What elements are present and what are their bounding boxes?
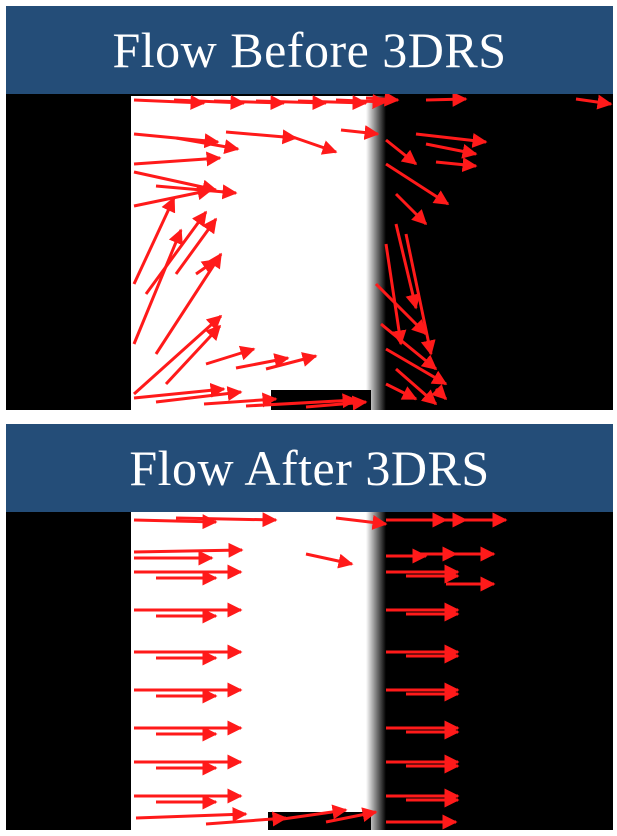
flow-arrow — [385, 138, 418, 166]
flow-arrow — [135, 806, 248, 822]
flow-arrow — [133, 151, 222, 167]
flow-arrow — [384, 243, 407, 346]
flow-arrow — [203, 392, 278, 408]
flow-arrow — [175, 512, 278, 528]
flow-arrow — [325, 807, 378, 824]
flow-arrow — [305, 552, 354, 569]
white-object — [131, 512, 371, 830]
panel-flow-after: Flow After 3DRS — [6, 424, 613, 830]
flow-arrow — [297, 95, 368, 111]
flow-arrow — [132, 228, 183, 345]
flow-arrow — [305, 395, 368, 410]
object-edge-blur — [366, 96, 386, 410]
flow-arrow — [431, 384, 448, 401]
flow-arrow — [340, 125, 380, 141]
flow-arrow — [205, 811, 288, 827]
flow-arrow — [195, 258, 218, 276]
flow-arrow — [235, 353, 290, 370]
object-edge-blur — [366, 512, 386, 830]
panel-title-after: Flow After 3DRS — [6, 424, 613, 512]
flow-arrow — [275, 804, 348, 822]
flow-arrow — [133, 382, 226, 400]
flow-arrow — [425, 94, 468, 107]
flow-arrow — [174, 217, 218, 275]
flow-arrow — [132, 196, 176, 285]
flow-arrow — [385, 382, 418, 401]
flow-arrow — [205, 345, 256, 366]
flow-arrow — [394, 223, 421, 310]
flow-arrow — [385, 162, 450, 206]
flow-arrow — [245, 393, 358, 409]
flow-arrow — [335, 94, 388, 109]
flow-arrow — [425, 142, 478, 159]
flow-arrow — [575, 94, 613, 110]
flow-arrow — [415, 132, 488, 148]
flow-arrow — [144, 210, 208, 295]
flow-arrow — [385, 347, 448, 386]
flow-arrows-after — [133, 512, 508, 830]
flow-arrow — [265, 352, 318, 371]
flow-field-after-svg — [6, 512, 613, 830]
flow-arrow — [365, 94, 400, 107]
flow-arrow — [283, 132, 338, 155]
panel-flow-before: Flow Before 3DRS — [6, 6, 613, 410]
flow-field-before-svg — [6, 94, 613, 410]
flow-arrow — [155, 184, 238, 200]
panel-title-before: Flow Before 3DRS — [6, 6, 613, 94]
flow-arrow — [225, 129, 298, 145]
flow-arrow — [394, 192, 428, 226]
flow-arrow — [155, 386, 243, 404]
flow-arrow — [380, 322, 438, 371]
flow-arrow — [435, 157, 478, 173]
flow-arrow — [335, 514, 388, 530]
flow-arrow — [164, 324, 222, 386]
flow-arrow — [133, 94, 206, 110]
flow-arrow — [374, 282, 428, 336]
flow-field-after — [6, 512, 613, 830]
flow-field-before — [6, 94, 613, 410]
flow-arrow — [133, 514, 218, 530]
flow-arrow — [133, 542, 244, 558]
flow-arrow — [175, 136, 240, 155]
flow-arrows-before — [132, 94, 613, 410]
